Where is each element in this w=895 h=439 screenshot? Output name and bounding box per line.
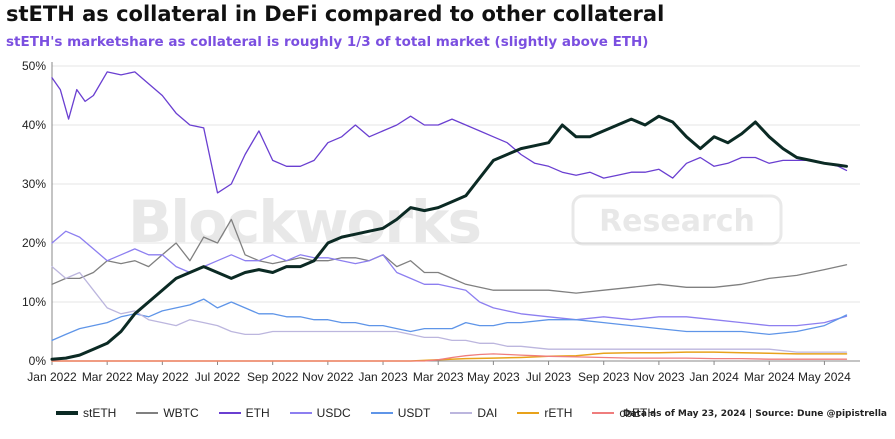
legend-label: USDT bbox=[397, 406, 431, 420]
legend-item-usdt: USDT bbox=[370, 406, 431, 420]
x-tick-label: Jul 2022 bbox=[195, 370, 241, 384]
y-tick-label: 0% bbox=[29, 354, 47, 368]
series-line-dai bbox=[51, 265, 848, 353]
x-tick-label: Mar 2024 bbox=[744, 370, 795, 384]
y-tick-label: 20% bbox=[22, 236, 46, 250]
axes: 0%10%20%30%40%50%Jan 2022 Mar 2022 May 202… bbox=[22, 59, 860, 384]
legend-item-cbeth: cbETH bbox=[592, 406, 656, 420]
legend-swatch bbox=[517, 412, 540, 414]
chart-legend: stETH WBTC ETH USDC USDT DAI rETH cbETH bbox=[56, 406, 676, 420]
series-line-usdc bbox=[51, 230, 848, 327]
legend-swatch bbox=[218, 412, 241, 414]
x-tick-label: May 2022 bbox=[136, 370, 189, 384]
blockworks-research-watermark: Blockworks Research bbox=[128, 188, 783, 256]
x-tick-label: Sep 2022 bbox=[247, 370, 299, 384]
legend-label: USDC bbox=[316, 406, 351, 420]
legend-swatch bbox=[370, 412, 393, 414]
x-tick-label: May 2023 bbox=[467, 370, 520, 384]
x-tick-label: Nov 2023 bbox=[633, 370, 685, 384]
legend-item-dai: DAI bbox=[450, 406, 497, 420]
legend-swatch bbox=[136, 412, 159, 414]
series-line-usdt bbox=[51, 298, 848, 342]
chart-subtitle: stETH's marketshare as collateral is rou… bbox=[6, 34, 649, 50]
legend-item-wbtc: WBTC bbox=[136, 406, 199, 420]
legend-swatch bbox=[592, 412, 615, 414]
series-line-eth bbox=[51, 71, 848, 194]
legend-item-steth: stETH bbox=[56, 406, 116, 420]
y-tick-label: 30% bbox=[22, 177, 46, 191]
legend-label: ETH bbox=[245, 406, 270, 420]
source-note: Data as of May 23, 2024 | Source: Dune @… bbox=[623, 409, 887, 419]
legend-label: cbETH bbox=[619, 406, 657, 420]
watermark-badge-frame bbox=[571, 194, 783, 246]
x-tick-label: Jul 2023 bbox=[526, 370, 572, 384]
x-tick-label: Mar 2022 bbox=[82, 370, 133, 384]
legend-label: rETH bbox=[544, 406, 573, 420]
legend-swatch bbox=[450, 412, 473, 414]
y-tick-label: 40% bbox=[22, 118, 46, 132]
x-tick-label: Jan 2024 bbox=[689, 370, 739, 384]
x-tick-label: Sep 2023 bbox=[578, 370, 630, 384]
series-line-reth bbox=[51, 351, 848, 362]
legend-label: DAI bbox=[477, 406, 498, 420]
x-tick-label: May 2024 bbox=[798, 370, 851, 384]
grid-lines bbox=[52, 65, 860, 303]
legend-swatch bbox=[56, 411, 78, 415]
watermark-brand: Blockworks bbox=[128, 188, 480, 256]
legend-item-usdc: USDC bbox=[289, 406, 351, 420]
legend-label: stETH bbox=[83, 406, 117, 420]
series-line-cbeth bbox=[51, 353, 848, 362]
x-tick-label: Jan 2022 bbox=[27, 370, 77, 384]
series-line-steth bbox=[50, 114, 848, 361]
y-tick-label: 50% bbox=[22, 59, 46, 73]
legend-label: WBTC bbox=[163, 406, 199, 420]
y-tick-label: 10% bbox=[22, 295, 46, 309]
x-tick-label: Mar 2023 bbox=[413, 370, 464, 384]
chart-title: stETH as collateral in DeFi compared to … bbox=[6, 2, 665, 26]
watermark-badge: Research bbox=[599, 204, 755, 239]
legend-item-eth: ETH bbox=[218, 406, 270, 420]
series-lines bbox=[50, 71, 848, 362]
legend-swatch bbox=[289, 412, 312, 414]
x-tick-label: Nov 2022 bbox=[302, 370, 354, 384]
legend-item-reth: rETH bbox=[517, 406, 572, 420]
x-tick-label: Jan 2023 bbox=[358, 370, 408, 384]
